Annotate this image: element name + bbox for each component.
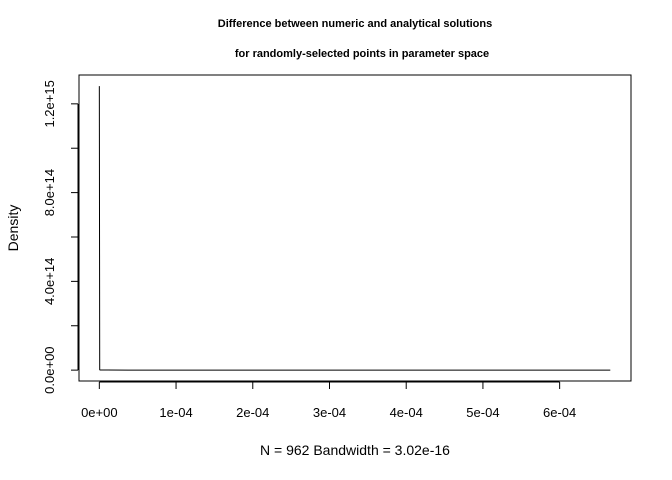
y-axis-label: Density — [5, 205, 21, 252]
y-tick-label: 1.2e+15 — [42, 80, 57, 127]
chart-title: Difference between numeric and analytica… — [218, 18, 492, 60]
y-axis: 0.0e+00 4.0e+14 8.0e+14 1.2e+15 — [42, 80, 79, 394]
y-tick-label: 4.0e+14 — [42, 258, 57, 305]
x-axis: 0e+00 1e-04 2e-04 3e-04 4e-04 5e-04 6e-04 — [81, 381, 576, 420]
x-tick-label: 6e-04 — [543, 405, 576, 420]
series-layer — [98, 86, 611, 371]
y-tick-label: 0.0e+00 — [42, 346, 57, 393]
x-axis-label: N = 962 Bandwidth = 3.02e-16 — [260, 442, 450, 458]
y-tick-label: 8.0e+14 — [42, 169, 57, 216]
x-tick-label: 2e-04 — [236, 405, 269, 420]
density-curve-0 — [98, 86, 611, 371]
chart-title-line-2: for randomly-selected points in paramete… — [235, 48, 489, 60]
x-tick-label: 1e-04 — [159, 405, 192, 420]
chart-title-line-1: Difference between numeric and analytica… — [218, 18, 492, 30]
plot-frame — [78, 74, 632, 382]
x-tick-label: 5e-04 — [466, 405, 499, 420]
x-tick-label: 3e-04 — [313, 405, 346, 420]
x-tick-label: 4e-04 — [390, 405, 423, 420]
x-tick-label: 0e+00 — [81, 405, 118, 420]
